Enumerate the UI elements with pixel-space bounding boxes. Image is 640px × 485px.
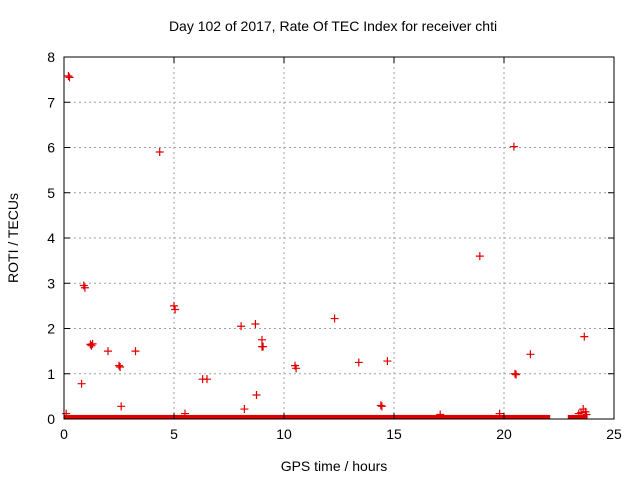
data-point (582, 410, 591, 419)
data-point (131, 347, 140, 356)
y-tick-label: 7 (47, 94, 55, 110)
axis-ticks: 0 1 2 3 4 5 6 7 8 0 5 10 15 20 25 (47, 49, 622, 442)
data-point (377, 402, 386, 411)
x-tick-label: 10 (276, 426, 292, 442)
y-tick-label: 2 (47, 321, 55, 337)
data-point (181, 409, 189, 418)
data-point (64, 72, 73, 81)
y-tick-label: 4 (47, 230, 55, 246)
data-points (62, 72, 591, 419)
data-point (77, 379, 86, 388)
y-axis-label: ROTI / TECUs (5, 193, 21, 283)
x-tick-label: 20 (496, 426, 512, 442)
data-point (240, 405, 249, 414)
y-tick-label: 3 (47, 275, 55, 291)
data-point (104, 347, 112, 356)
data-point (80, 283, 89, 292)
data-point (116, 362, 125, 371)
data-point (237, 322, 246, 331)
data-point (436, 410, 445, 419)
x-tick-label: 15 (386, 426, 402, 442)
baseline-band-segment (567, 414, 588, 419)
data-point (580, 332, 589, 341)
data-point (495, 409, 504, 418)
data-point (88, 339, 97, 348)
x-tick-label: 0 (60, 426, 68, 442)
data-point (65, 73, 74, 82)
y-tick-label: 5 (47, 185, 55, 201)
data-point (251, 319, 260, 328)
data-point (526, 350, 535, 359)
y-tick-label: 8 (47, 49, 55, 65)
data-point (117, 402, 126, 411)
data-point (115, 361, 123, 370)
data-point (512, 370, 521, 379)
data-point (252, 391, 261, 400)
data-point (87, 341, 96, 350)
data-point (383, 357, 392, 366)
data-point (376, 401, 385, 410)
chart-title: Day 102 of 2017, Rate Of TEC Index for r… (169, 18, 497, 34)
data-point (155, 148, 164, 157)
baseline-band-segment (64, 414, 551, 419)
data-point (577, 408, 585, 417)
y-tick-label: 6 (47, 140, 55, 156)
data-point (258, 335, 266, 344)
data-point (475, 252, 484, 261)
y-tick-label: 0 (47, 411, 55, 427)
grid-lines (64, 57, 614, 419)
data-point (292, 364, 301, 373)
y-tick-label: 1 (47, 366, 55, 382)
baseline-band (64, 414, 588, 419)
plot-frame (63, 56, 615, 420)
x-axis-label: GPS time / hours (281, 458, 388, 474)
x-tick-label: 5 (170, 426, 178, 442)
data-point (509, 142, 518, 151)
data-point (354, 358, 363, 367)
data-point (258, 342, 266, 351)
data-point (511, 369, 519, 378)
data-point (203, 375, 211, 384)
x-tick-label: 25 (606, 426, 622, 442)
data-point (171, 305, 180, 314)
data-point (330, 314, 339, 323)
data-point (170, 301, 178, 310)
